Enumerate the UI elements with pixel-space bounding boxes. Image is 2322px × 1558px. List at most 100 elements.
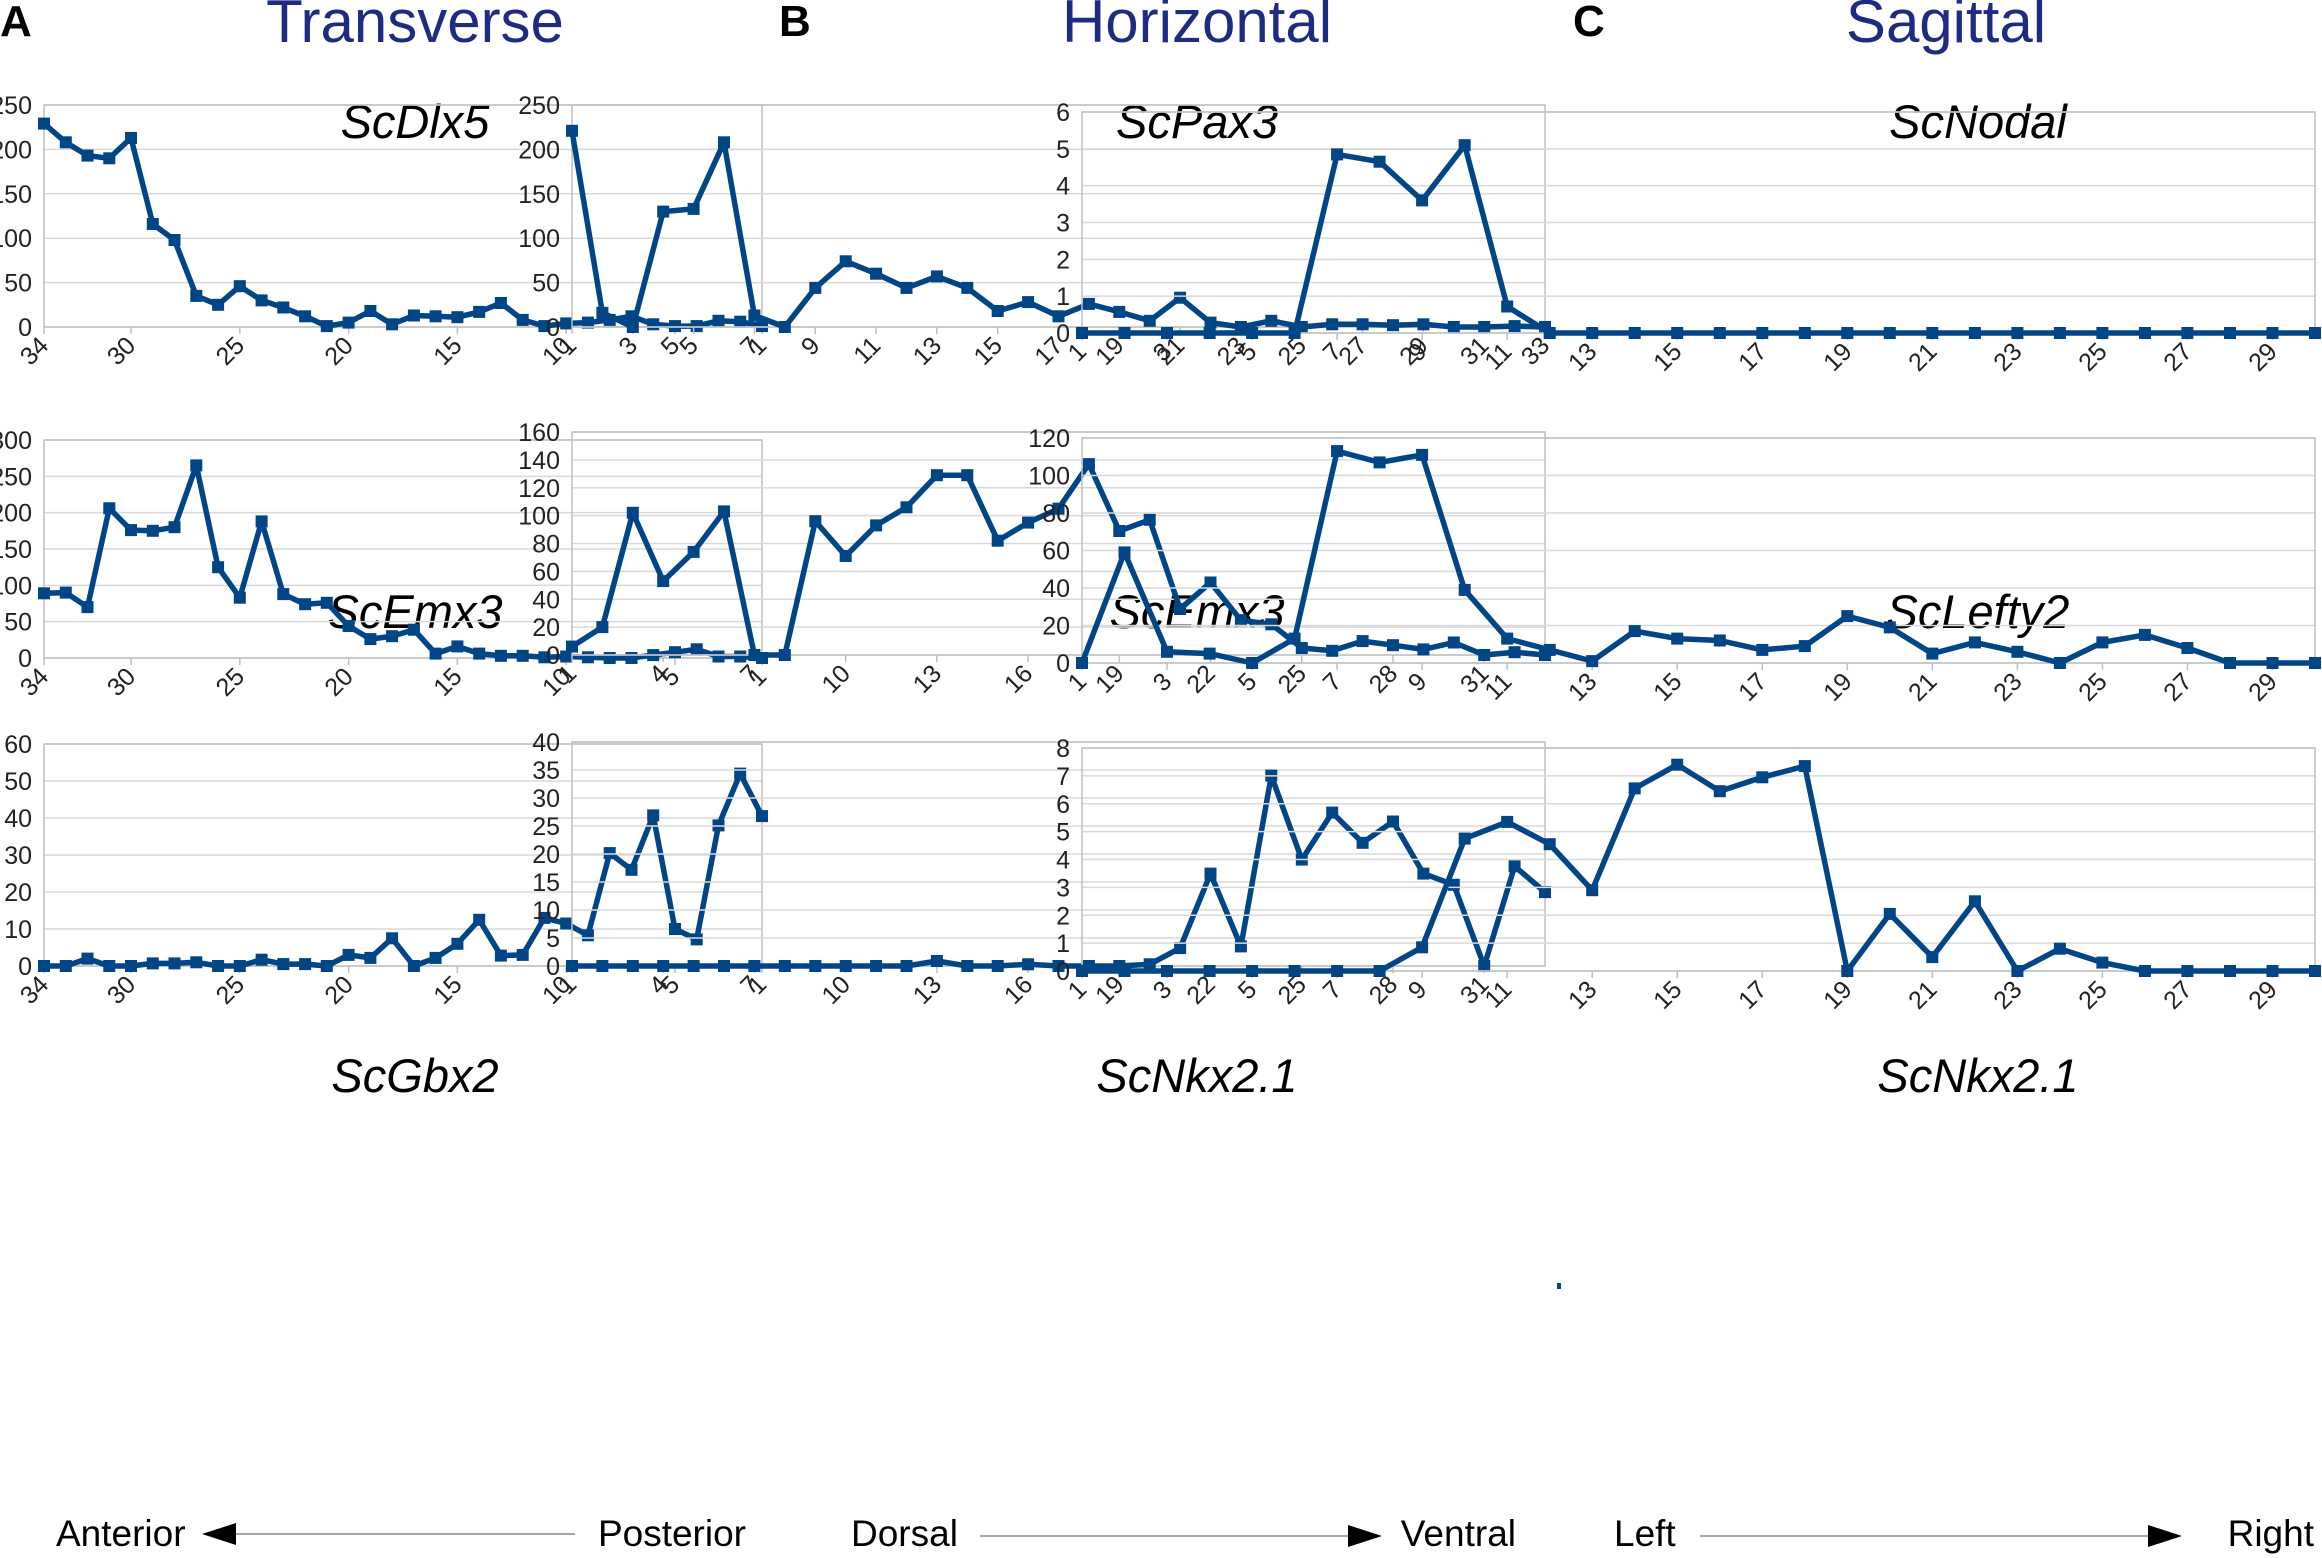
x-tick-label: 25 — [211, 662, 250, 701]
y-tick-label: 20 — [532, 614, 560, 642]
data-point — [168, 521, 181, 534]
data-point — [566, 640, 578, 653]
data-point — [1022, 958, 1035, 971]
data-point — [1417, 867, 1430, 880]
x-tick-label: 10 — [816, 659, 855, 698]
x-tick-label: 1 — [1063, 337, 1093, 367]
x-tick-label: 5 — [1233, 975, 1263, 1005]
y-tick-label: 0 — [18, 314, 32, 342]
x-tick-label: 19 — [1818, 667, 1857, 706]
axis-caption-posterior: Posterior — [598, 1513, 746, 1554]
data-point — [364, 305, 377, 317]
chart-title: ScDlx5 — [341, 95, 491, 148]
data-point — [2096, 636, 2109, 649]
data-point — [870, 519, 883, 532]
data-point — [1113, 305, 1126, 318]
x-tick-label: 25 — [2073, 975, 2112, 1014]
data-point — [991, 960, 1004, 972]
x-tick-label: 16 — [999, 970, 1038, 1009]
data-point — [991, 534, 1004, 547]
x-tick-label: 21 — [1903, 337, 1942, 376]
x-tick-label: 15 — [428, 970, 467, 1009]
data-point — [2138, 965, 2151, 977]
y-tick-label: 4 — [1056, 847, 1070, 875]
data-point — [168, 234, 181, 246]
data-point — [2181, 965, 2194, 977]
y-tick-label: 15 — [532, 869, 560, 897]
chart-title: ScLefty2 — [1887, 585, 2070, 638]
data-point — [1798, 640, 1811, 653]
data-point — [1508, 320, 1521, 333]
axis-caption-anterior: Anterior — [56, 1513, 186, 1554]
data-point — [342, 948, 355, 961]
data-point — [2266, 327, 2279, 339]
data-point — [494, 949, 507, 962]
data-point — [538, 911, 551, 924]
data-point — [870, 267, 883, 280]
y-tick-label: 7 — [1056, 763, 1070, 791]
data-point — [233, 960, 246, 972]
data-point — [407, 309, 420, 322]
data-point — [647, 318, 660, 331]
x-tick-label: 20 — [319, 970, 358, 1009]
y-tick-label: 160 — [518, 419, 560, 447]
data-point — [146, 957, 159, 970]
data-point — [320, 960, 333, 972]
data-point — [190, 956, 203, 969]
y-tick-label: 30 — [532, 785, 560, 813]
data-point — [687, 960, 700, 972]
data-point — [2053, 942, 2066, 955]
data-point — [2011, 645, 2024, 658]
x-tick-label: 25 — [211, 970, 250, 1009]
data-point — [407, 960, 420, 972]
x-tick-label: 9 — [1403, 975, 1433, 1005]
data-point — [1501, 300, 1514, 313]
x-tick-label: 16 — [999, 659, 1038, 698]
data-point — [1204, 867, 1217, 880]
y-tick-label: 60 — [532, 558, 560, 586]
data-point — [1968, 636, 1981, 649]
data-point — [809, 515, 822, 528]
data-point — [748, 649, 761, 661]
y-tick-label: 200 — [518, 136, 560, 164]
y-tick-label: 1 — [1056, 283, 1070, 311]
data-point — [473, 305, 486, 318]
data-point — [2266, 965, 2279, 977]
data-point — [581, 929, 594, 942]
data-point — [59, 960, 72, 972]
chart-title: ScPax3 — [1116, 95, 1278, 148]
plot-frame — [43, 104, 763, 328]
data-point — [1458, 139, 1471, 152]
data-point — [1671, 632, 1684, 645]
data-point — [1447, 321, 1460, 333]
y-tick-label: 0 — [546, 642, 560, 670]
data-point — [386, 630, 399, 643]
x-tick-label: 27 — [2158, 337, 2197, 376]
data-point — [1373, 456, 1386, 469]
data-point — [538, 320, 551, 333]
x-tick-label: 28 — [1364, 659, 1403, 698]
data-point — [626, 321, 639, 333]
data-point — [59, 136, 72, 149]
data-point — [1387, 815, 1399, 828]
data-point — [1883, 907, 1896, 920]
data-point — [277, 588, 290, 601]
data-point — [1713, 634, 1726, 647]
data-point — [299, 310, 312, 323]
x-tick-label: 30 — [102, 970, 141, 1009]
data-point — [1288, 632, 1301, 645]
data-point — [386, 318, 399, 331]
data-point — [1373, 155, 1386, 168]
data-point — [560, 317, 573, 330]
data-point — [1052, 310, 1065, 323]
data-point — [320, 596, 333, 609]
y-tick-label: 0 — [18, 953, 32, 981]
data-point — [1447, 636, 1460, 649]
data-point — [125, 960, 137, 972]
x-tick-label: 19 — [1818, 975, 1857, 1014]
data-point — [255, 953, 268, 966]
data-point — [626, 960, 639, 972]
x-tick-label: 15 — [1648, 337, 1687, 376]
data-point — [1174, 291, 1187, 304]
x-tick-label: 13 — [908, 659, 947, 698]
